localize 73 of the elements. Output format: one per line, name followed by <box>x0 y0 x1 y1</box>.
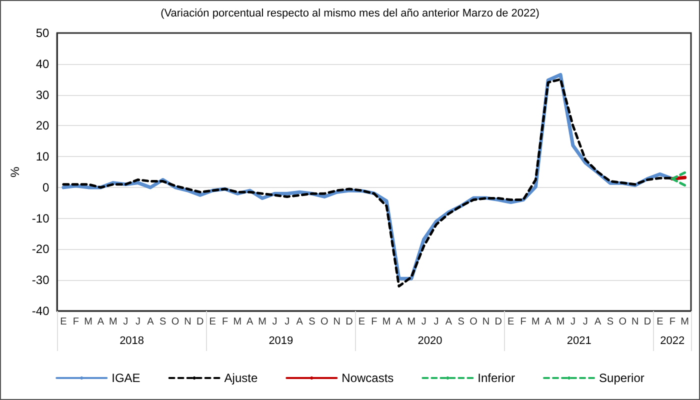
x-tick-label: A <box>246 316 254 328</box>
x-tick-label: N <box>631 316 639 328</box>
x-tick-label: A <box>544 316 552 328</box>
y-axis-title: % <box>8 166 22 178</box>
x-tick-label: E <box>507 316 514 328</box>
x-tick-label: S <box>308 316 316 328</box>
legend-label: Superior <box>599 371 644 385</box>
y-tick-label: 40 <box>36 56 50 71</box>
x-tick-label: F <box>371 316 378 328</box>
text: 2020 <box>418 335 442 347</box>
x-tick-label: M <box>556 316 565 328</box>
x-tick-label: A <box>97 316 104 328</box>
text: 2021 <box>566 335 592 347</box>
x-tick-label: S <box>160 316 167 328</box>
x-tick-label: J <box>136 316 141 328</box>
x-tick-label: J <box>434 316 439 328</box>
text: 2018 <box>120 335 144 347</box>
x-tick-label: O <box>470 316 478 328</box>
x-tick-label: A <box>147 316 154 328</box>
x-tick-label: D <box>494 316 502 328</box>
x-tick-label: M <box>407 316 416 328</box>
y-tick-label: -10 <box>32 211 50 226</box>
x-tick-label: A <box>594 316 602 328</box>
x-tick-label: A <box>296 316 304 328</box>
x-tick-label: S <box>606 316 614 328</box>
legend-label: Ajuste <box>224 371 258 385</box>
x-tick-label: J <box>421 316 426 328</box>
x-tick-label: E <box>60 316 68 328</box>
text: 2019 <box>268 335 294 347</box>
x-tick-label: F <box>669 316 676 328</box>
x-tick-label: E <box>209 316 216 328</box>
x-tick-label: M <box>84 316 92 328</box>
y-tick-label: 50 <box>36 26 50 40</box>
x-tick-label: O <box>618 316 627 328</box>
x-tick-label: D <box>196 316 204 328</box>
x-tick-label: F <box>222 316 228 328</box>
x-tick-label: D <box>644 316 652 328</box>
x-tick-label: A <box>396 316 403 328</box>
x-tick-label: J <box>582 316 588 328</box>
y-tick-label: -20 <box>32 242 50 256</box>
x-tick-label: D <box>346 316 353 328</box>
x-tick-label: M <box>382 316 391 328</box>
x-tick-label: S <box>458 316 465 328</box>
x-tick-label: J <box>272 316 278 328</box>
x-tick-label: J <box>284 316 290 328</box>
y-tick-label: -40 <box>32 304 50 318</box>
legend-label: Nowcasts <box>342 371 394 385</box>
x-tick-label: O <box>171 316 180 328</box>
x-tick-label: F <box>520 316 526 328</box>
x-tick-label: N <box>482 316 490 328</box>
x-tick-label: E <box>358 316 366 328</box>
legend-label: IGAE <box>112 371 140 385</box>
x-tick-label: N <box>184 316 192 328</box>
x-tick-label: M <box>233 316 242 328</box>
x-tick-label: N <box>333 316 340 328</box>
y-tick-label: 30 <box>36 88 50 102</box>
x-tick-label: O <box>320 316 329 328</box>
x-tick-label: M <box>680 316 689 328</box>
x-tick-label: M <box>531 316 540 328</box>
x-tick-label: F <box>72 316 79 328</box>
legend-label: Inferior <box>478 371 516 385</box>
chart-title: (Variación porcentual respecto al mismo mes del año anterior Marzo de 2022) <box>160 8 540 20</box>
y-tick-label: -30 <box>32 273 50 288</box>
x-tick-label: M <box>258 316 266 328</box>
y-tick-label: 20 <box>36 118 50 133</box>
x-tick-label: E <box>656 316 664 328</box>
y-tick-label: 10 <box>36 150 50 164</box>
x-tick-label: J <box>570 316 576 328</box>
y-tick-label: 0 <box>42 180 50 194</box>
x-tick-label: M <box>108 316 118 328</box>
x-tick-label: J <box>123 316 128 328</box>
text: 2022 <box>660 335 685 347</box>
x-tick-label: A <box>445 316 452 328</box>
